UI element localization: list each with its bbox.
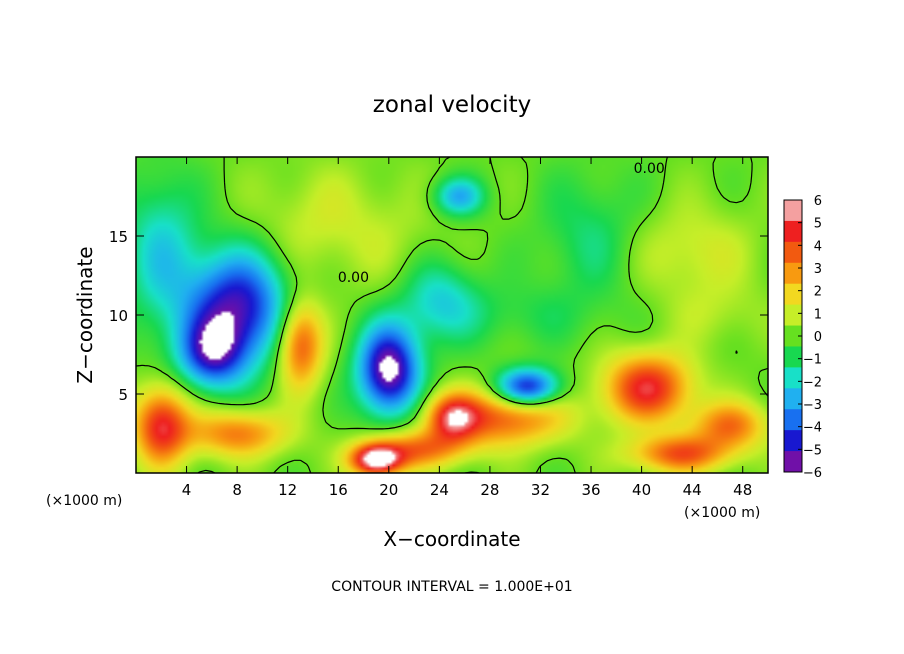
colorbar-tick-label: 4 [814,239,822,254]
colorbar-swatch [784,430,802,452]
colorbar-tick-label: −4 [803,421,822,436]
colorbar-tick-label: 5 [814,217,822,232]
colorbar-swatch [784,241,802,264]
colorbar-tick-label: −3 [803,398,822,413]
colorbar-swatch [784,409,802,431]
y-tick-label: 5 [118,386,128,404]
x-tick-label: 24 [430,481,449,499]
colorbar-swatch [784,388,802,410]
x-tick-label: 48 [733,481,752,499]
x-tick-label: 40 [632,481,651,499]
contour-label: 0.00 [634,161,665,177]
colorbar-tick-label: −2 [803,375,822,390]
colorbar-swatch [784,346,802,368]
colorbar-tick-label: −6 [803,466,822,481]
x-tick-label: 12 [278,481,297,499]
colorbar: 6 5 4 3 2 1 0 −1 −2 −3 −4 −5 −6 [783,194,822,481]
y-axis: 5 10 15 [109,228,768,404]
x-axis: 4 8 12 16 20 24 28 32 36 40 44 48 [182,157,752,499]
colorbar-tick-label: 6 [814,194,822,209]
colorbar-tick-label: 3 [814,262,822,277]
x-tick-label: 36 [581,481,600,499]
x-tick-label: 28 [480,481,499,499]
x-tick-label: 20 [379,481,398,499]
chart-title: zonal velocity [373,92,531,118]
colorbar-tick-label: 1 [814,307,822,322]
contour-labels: 0.00 0.00 [338,161,665,286]
velocity-field [136,157,768,473]
zero-contour-line [136,157,768,473]
colorbar-swatch [784,262,802,285]
colorbar-tick-label: −5 [803,443,822,458]
contour-label: 0.00 [338,270,369,286]
x-tick-label: 4 [182,481,192,499]
x-unit-label-right: (×1000 m) [684,505,760,521]
colorbar-swatch [784,220,802,243]
colorbar-tick-label: 2 [814,285,822,300]
y-axis-label: Z−coordinate [73,246,97,383]
colorbar-swatch [784,325,802,347]
contour-interval-note: CONTOUR INTERVAL = 1.000E+01 [331,579,572,595]
zero-contours [136,157,768,473]
x-tick-label: 16 [329,481,348,499]
colorbar-swatch [784,304,802,327]
colorbar-tick-label: −1 [803,353,822,368]
x-tick-label: 32 [531,481,550,499]
x-tick-label: 8 [232,481,242,499]
colorbar-swatch [784,283,802,306]
x-unit-label-left: (×1000 m) [46,493,122,509]
colorbar-tick-label: 0 [814,330,822,345]
x-axis-label: X−coordinate [383,527,520,551]
colorbar-swatch [784,200,802,222]
x-tick-label: 44 [683,481,702,499]
colorbar-swatch [784,451,802,473]
y-tick-label: 10 [109,307,128,325]
y-tick-label: 15 [109,228,128,246]
colorbar-swatch [784,367,802,389]
